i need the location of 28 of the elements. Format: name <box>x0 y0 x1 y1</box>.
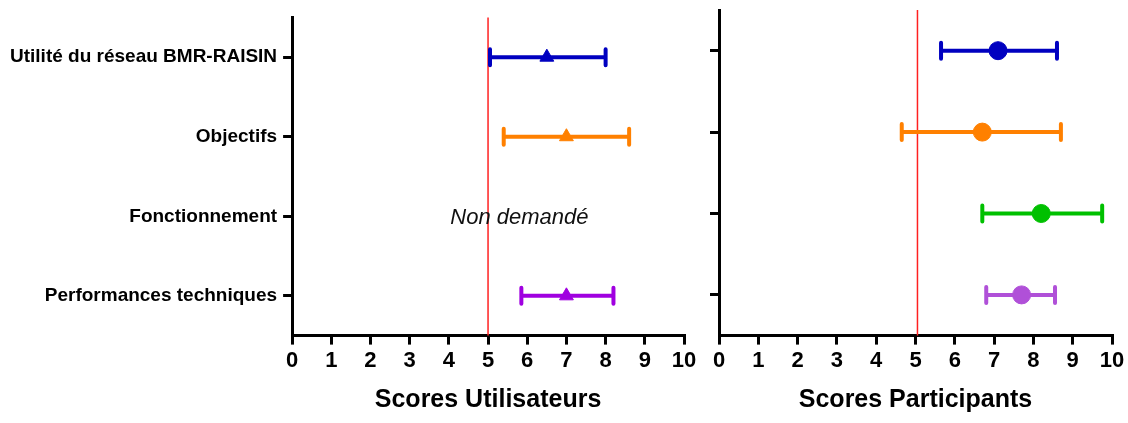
y-tick-label: Performances techniques <box>44 284 278 306</box>
x-tick-label: 10 <box>1099 346 1125 372</box>
x-tick-label: 3 <box>830 346 844 372</box>
x-tick-label: 9 <box>638 346 651 372</box>
x-tick-label: 8 <box>1027 346 1040 372</box>
x-tick-label: 1 <box>752 346 765 372</box>
x-tick-label: 7 <box>987 346 1001 372</box>
x-tick-label: 2 <box>791 346 804 372</box>
y-tick-label: Objectifs <box>195 124 278 146</box>
x-tick-label: 6 <box>948 346 961 372</box>
y-tick-label: Fonctionnement <box>129 204 278 226</box>
x-tick-label: 7 <box>560 346 573 372</box>
x-tick-label: 4 <box>442 346 456 372</box>
x-tick-label: 4 <box>870 346 884 372</box>
x-tick-label: 5 <box>909 346 922 372</box>
x-tick-label: 10 <box>671 346 697 372</box>
x-tick-label: 2 <box>364 346 377 372</box>
x-axis-title: Scores Utilisateurs <box>374 383 602 412</box>
x-tick-label: 9 <box>1066 346 1079 372</box>
y-tick-label: Utilité du réseau BMR-RAISIN <box>9 45 278 67</box>
x-tick-label: 6 <box>521 346 534 372</box>
x-axis-title: Scores Participants <box>798 383 1033 412</box>
x-tick-label: 0 <box>285 346 299 372</box>
x-tick-label: 5 <box>481 346 495 372</box>
x-tick-label: 3 <box>403 346 416 372</box>
x-tick-label: 0 <box>712 346 726 372</box>
x-tick-label: 1 <box>325 346 338 372</box>
x-tick-label: 8 <box>599 346 612 372</box>
